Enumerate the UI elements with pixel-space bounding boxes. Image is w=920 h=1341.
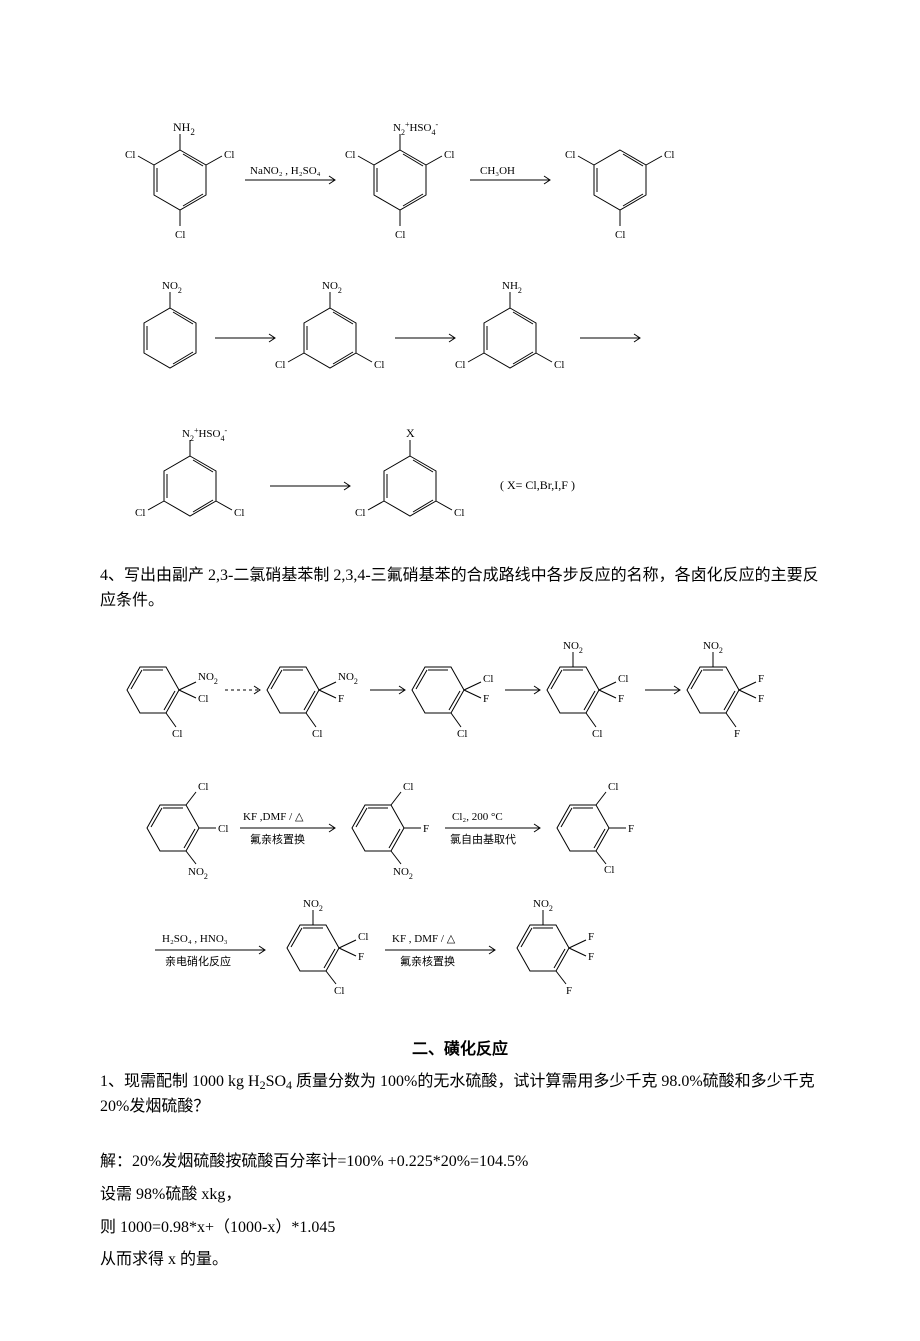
svg-text:Cl: Cl: [374, 359, 384, 371]
scheme-5: Cl Cl NO2 KF ,DMF / △ 氟亲核置换 Cl: [100, 770, 820, 1020]
reaction-name-4: 氟亲核置换: [400, 954, 455, 968]
svg-text:NH2: NH2: [173, 120, 195, 137]
svg-text:Cl: Cl: [334, 985, 344, 997]
reaction-name-1: 氟亲核置换: [250, 832, 305, 846]
svg-text:Cl: Cl: [172, 728, 182, 740]
svg-text:Cl: Cl: [604, 864, 614, 876]
svg-text:F: F: [358, 951, 364, 963]
svg-text:Cl: Cl: [608, 781, 618, 793]
svg-text:NO2: NO2: [322, 280, 342, 295]
reaction-name-3: 亲电硝化反应: [165, 954, 231, 968]
section-2-title: 二、磺化反应: [100, 1038, 820, 1063]
label-cl: Cl: [224, 149, 234, 161]
svg-text:N2+HSO4-: N2+HSO4-: [182, 426, 227, 443]
scheme-3: N2+HSO4- Cl Cl X Cl Cl ( X= Cl,Br,I,F ): [100, 416, 820, 546]
svg-text:Cl: Cl: [135, 507, 145, 519]
svg-text:Cl: Cl: [234, 507, 244, 519]
svg-text:F: F: [758, 693, 764, 705]
svg-text:Cl: Cl: [395, 229, 405, 241]
svg-text:Cl: Cl: [554, 359, 564, 371]
svg-text:Cl: Cl: [592, 728, 602, 740]
sol-line-2: 设需 98%硫酸 xkg，: [100, 1183, 820, 1208]
label-x: X: [406, 426, 415, 440]
svg-text:Cl: Cl: [198, 781, 208, 793]
reagent-kf-1: KF ,DMF / △: [243, 811, 304, 823]
svg-text:Cl: Cl: [615, 229, 625, 241]
svg-text:Cl: Cl: [483, 673, 493, 685]
svg-text:NO2: NO2: [188, 866, 208, 881]
question-2-1-text: 1、现需配制 1000 kg H2SO4 质量分数为 100%的无水硫酸，试计算…: [100, 1070, 820, 1120]
reagent-cl2: Cl₂, 200 °C: [452, 811, 503, 823]
svg-text:Cl: Cl: [312, 728, 322, 740]
svg-text:NO2: NO2: [162, 280, 182, 295]
svg-text:Cl: Cl: [403, 781, 413, 793]
scheme-1: NH2 Cl Cl Cl NaNO₂ , H₂SO₄: [100, 100, 820, 250]
svg-text:Cl: Cl: [275, 359, 285, 371]
svg-text:F: F: [758, 673, 764, 685]
svg-text:Cl: Cl: [454, 507, 464, 519]
svg-text:NH2: NH2: [502, 280, 522, 295]
svg-text:F: F: [566, 985, 572, 997]
reaction-name-2: 氯自由基取代: [450, 832, 516, 846]
reagent-label-2: CH₃OH: [480, 165, 515, 177]
reagent-hno3: H₂SO₄ , HNO₃: [162, 933, 228, 945]
sol-line-1: 解：20%发烟硫酸按硫酸百分率计=100% +0.225*20%=104.5%: [100, 1150, 820, 1175]
svg-text:Cl: Cl: [198, 693, 208, 705]
svg-text:F: F: [338, 693, 344, 705]
svg-text:F: F: [423, 823, 429, 835]
svg-text:F: F: [618, 693, 624, 705]
reagent-kf-2: KF , DMF / △: [392, 933, 456, 945]
scheme-2: NO2 NO2 Cl Cl: [100, 268, 820, 398]
svg-text:F: F: [588, 951, 594, 963]
svg-text:Cl: Cl: [355, 507, 365, 519]
svg-text:Cl: Cl: [125, 149, 135, 161]
svg-text:F: F: [734, 728, 740, 740]
svg-text:Cl: Cl: [457, 728, 467, 740]
svg-text:Cl: Cl: [345, 149, 355, 161]
svg-text:Cl: Cl: [664, 149, 674, 161]
svg-text:F: F: [628, 823, 634, 835]
svg-text:NO2: NO2: [198, 671, 218, 686]
scheme-4: NO2 Cl Cl NO2 F Cl: [100, 622, 820, 752]
reagent-label: NaNO₂ , H₂SO₄: [250, 165, 321, 177]
legend-x: ( X= Cl,Br,I,F ): [500, 478, 575, 492]
svg-text:Cl: Cl: [175, 229, 185, 241]
svg-text:Cl: Cl: [358, 931, 368, 943]
svg-text:Cl: Cl: [565, 149, 575, 161]
svg-text:NO2: NO2: [338, 671, 358, 686]
svg-text:NO2: NO2: [393, 866, 413, 881]
svg-text:F: F: [483, 693, 489, 705]
label-nh2: NH: [173, 120, 191, 134]
svg-text:Cl: Cl: [218, 823, 228, 835]
sol-line-3: 则 1000=0.98*x+（1000-x）*1.045: [100, 1216, 820, 1241]
svg-text:Cl: Cl: [618, 673, 628, 685]
svg-text:Cl: Cl: [455, 359, 465, 371]
sol-line-4: 从而求得 x 的量。: [100, 1248, 820, 1273]
svg-text:Cl: Cl: [444, 149, 454, 161]
question-4-text: 4、写出由副产 2,3-二氯硝基苯制 2,3,4-三氟硝基苯的合成路线中各步反应…: [100, 564, 820, 614]
svg-text:F: F: [588, 931, 594, 943]
